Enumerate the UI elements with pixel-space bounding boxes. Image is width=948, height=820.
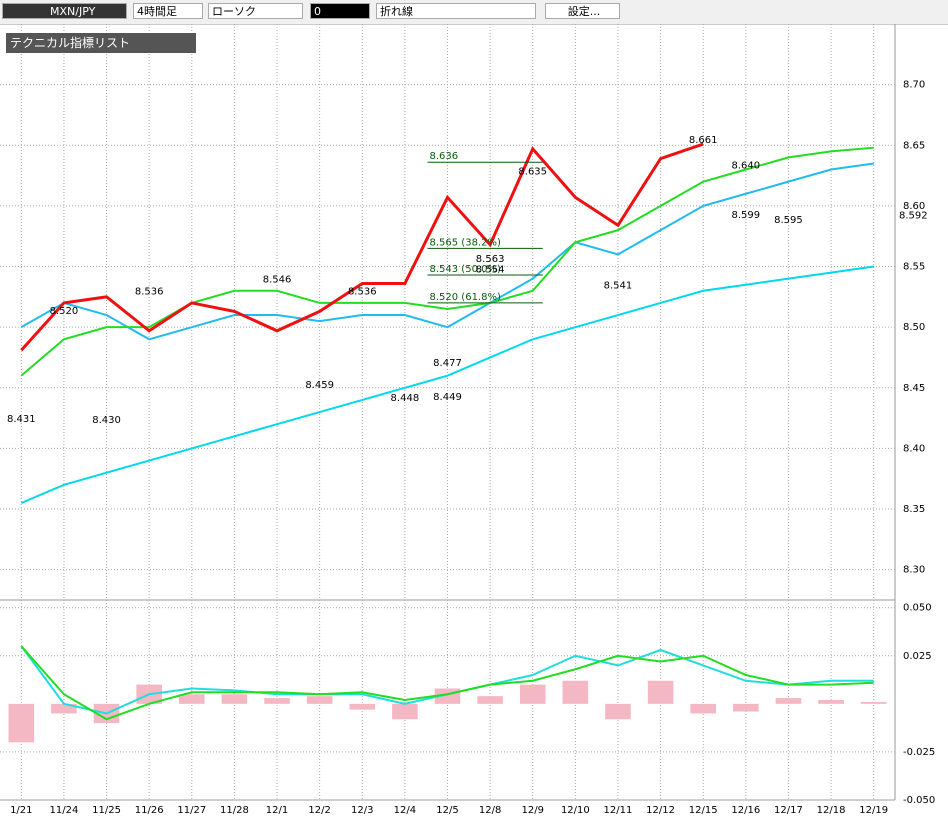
x-tick-label: 12/11 [604,805,633,816]
price-label: 8.599 [732,210,761,221]
histogram-bar [775,698,802,704]
histogram-bar [51,703,77,714]
series-line [20,645,874,721]
series-line [20,162,874,341]
fib-label: 8.565 (38.2%) [430,237,501,248]
price-label: 8.554 [476,265,505,276]
y-tick-label: 8.70 [903,80,925,91]
series-line [20,146,874,377]
price-label: 8.595 [774,215,803,226]
x-tick-label: 12/4 [394,805,416,816]
histogram-bar [477,696,503,704]
series-line [20,265,874,504]
y-tick-label: -0.050 [903,795,935,806]
price-label: 8.536 [348,287,377,298]
x-tick-label: 12/2 [308,805,330,816]
indicator-list[interactable]: テクニカル指標リスト [6,33,196,53]
price-label: 8.546 [263,274,292,285]
x-tick-label: 12/19 [859,805,888,816]
last-price: 8.592 [899,211,928,222]
histogram-bar [264,698,290,704]
x-tick-label: 11/27 [177,805,206,816]
histogram-bar [306,696,333,704]
y-tick-label: 8.65 [903,140,925,151]
symbol: MXN/JPY [50,5,96,18]
price-label: 8.563 [476,254,505,265]
y-tick-label: 0.050 [903,603,932,614]
timeframe-select[interactable]: 4時間足 [133,3,203,19]
price-label: 8.448 [391,393,420,404]
settings-button[interactable]: 設定... [545,3,620,19]
x-tick-label: 12/3 [351,805,373,816]
histogram-bar [392,703,418,720]
price-label: 8.430 [92,415,121,426]
fib-label: 8.520 (61.8%) [430,292,501,303]
price-label: 8.536 [135,287,164,298]
last-price-marker [895,209,948,222]
histogram-bar [647,680,674,704]
x-tick-label: 11/24 [50,805,79,816]
y-tick-label: -0.025 [903,747,935,758]
toolbar: MXN/JPY 4時間足 ローソク 0 折れ線 設定... [0,0,948,25]
y-tick-label: 8.30 [903,565,925,576]
x-tick-label: 12/16 [731,805,760,816]
x-tick-label: 12/15 [689,805,718,816]
count-select[interactable]: 0 [310,3,370,19]
x-tick-label: 12/1 [266,805,288,816]
price-label: 8.635 [518,166,547,177]
y-tick-label: 0.025 [903,651,932,662]
histogram-bar [8,703,35,743]
histogram-bar [818,700,844,704]
y-tick-label: 8.40 [903,443,925,454]
y-tick-label: 8.50 [903,322,925,333]
x-tick-label: 12/18 [817,805,846,816]
chart: 8.30 8.35 8.40 8.45 8.50 8.55 8.60 8.65 8.70 8.63… [0,24,948,816]
x-tick-label: 1/21 [10,805,32,816]
price-label: 8.477 [433,358,462,369]
x-tick-label: 12/9 [522,805,544,816]
price-label: 8.431 [7,414,36,425]
x-tick-label: 12/10 [561,805,590,816]
histogram-bar [221,694,248,704]
histogram-bar [179,694,205,704]
line-style[interactable]: 折れ線 [376,3,536,19]
histogram-bar [349,703,376,710]
x-tick-label: 11/25 [92,805,121,816]
x-tick-label: 12/8 [479,805,501,816]
price-label: 8.459 [305,380,334,391]
histogram-bar [733,703,759,712]
price-label: 8.520 [50,306,79,317]
y-tick-label: 8.35 [903,504,925,515]
x-tick-label: 12/17 [774,805,803,816]
x-tick-label: 11/26 [135,805,164,816]
y-tick-label: 8.60 [903,201,925,212]
histogram-bar [690,703,716,714]
price-label: 8.449 [433,392,462,403]
price-label: 8.541 [604,280,633,291]
price-label: 8.640 [732,160,761,171]
y-tick-label: 8.55 [903,262,925,273]
histogram-bar [562,680,589,704]
x-tick-label: 11/28 [220,805,249,816]
y-tick-label: 8.45 [903,383,925,394]
fib-label: 8.636 [430,151,459,162]
histogram-bar [519,684,546,704]
price-label: 8.661 [689,135,718,146]
histogram-bar [860,701,887,704]
x-tick-label: 12/12 [646,805,675,816]
histogram-bar [605,703,631,720]
series-line [20,142,704,352]
x-tick-label: 12/5 [436,805,458,816]
symbol-select[interactable]: MXN/JPY [2,3,127,19]
style-select[interactable]: ローソク [208,3,303,19]
fib-label: 8.543 (50.0%) [430,264,501,275]
